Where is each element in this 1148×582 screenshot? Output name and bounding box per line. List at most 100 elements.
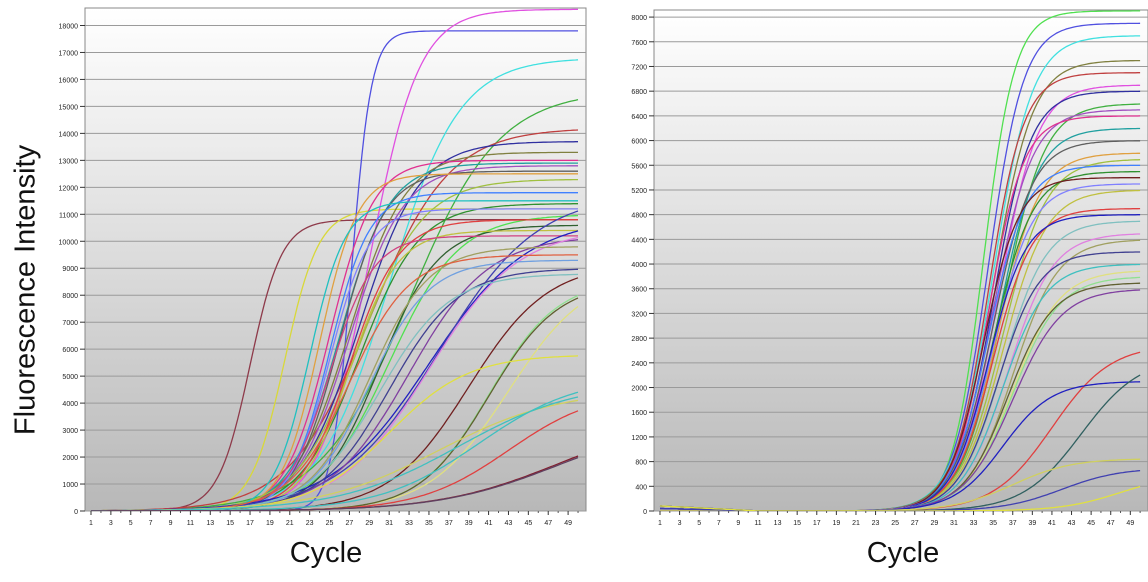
x-tick-label: 19 [266, 520, 274, 527]
x-tick-label: 31 [385, 520, 393, 527]
x-tick-label: 41 [1048, 520, 1056, 527]
y-tick-label: 18000 [59, 23, 79, 30]
x-tick-label: 3 [678, 520, 682, 527]
x-tick-label: 13 [206, 520, 214, 527]
x-tick-label: 37 [1009, 520, 1017, 527]
x-tick-label: 33 [970, 520, 978, 527]
y-tick-label: 2000 [631, 386, 647, 393]
x-tick-label: 23 [306, 520, 314, 527]
x-tick-label: 37 [445, 520, 453, 527]
x-tick-label: 19 [832, 520, 840, 527]
y-tick-label: 0 [74, 509, 78, 516]
x-tick-label: 25 [891, 520, 899, 527]
x-tick-label: 1 [89, 520, 93, 527]
x-tick-label: 47 [1107, 520, 1115, 527]
y-tick-label: 6400 [631, 114, 647, 121]
y-tick-label: 1600 [631, 410, 647, 417]
x-tick-label: 47 [544, 520, 552, 527]
y-tick-label: 1200 [631, 435, 647, 442]
x-tick-label: 29 [365, 520, 373, 527]
x-tick-label: 25 [326, 520, 334, 527]
x-tick-label: 5 [697, 520, 701, 527]
x-tick-label: 15 [793, 520, 801, 527]
y-tick-label: 3200 [631, 311, 647, 318]
y-tick-label: 4400 [631, 237, 647, 244]
x-tick-label: 45 [1087, 520, 1095, 527]
x-tick-label: 7 [717, 520, 721, 527]
y-tick-label: 16000 [59, 77, 79, 84]
y-tick-label: 12000 [59, 185, 79, 192]
y-tick-label: 400 [635, 484, 647, 491]
y-tick-label: 4000 [631, 262, 647, 269]
x-tick-label: 27 [346, 520, 354, 527]
y-tick-label: 13000 [59, 158, 79, 165]
x-tick-label: 15 [226, 520, 234, 527]
y-tick-label: 6000 [631, 139, 647, 146]
x-tick-label: 29 [930, 520, 938, 527]
series-line [659, 485, 1141, 511]
plot-area-1 [653, 9, 1148, 512]
x-tick-label: 49 [564, 520, 572, 527]
x-tick-label: 39 [465, 520, 473, 527]
y-tick-label: 17000 [59, 50, 79, 57]
y-tick-label: 3600 [631, 287, 647, 294]
series-line [91, 396, 579, 511]
x-tick-label: 11 [754, 520, 761, 527]
y-tick-label: 14000 [59, 131, 79, 138]
series-line [91, 456, 579, 511]
y-tick-label: 11000 [59, 212, 78, 219]
x-tick-label: 45 [524, 520, 532, 527]
x-tick-label: 39 [1028, 520, 1036, 527]
y-tick-label: 2000 [62, 455, 78, 462]
y-tick-label: 5600 [631, 163, 647, 170]
y-tick-label: 10000 [59, 239, 79, 246]
y-axis-label-container: Fluorescence Intensity [6, 70, 46, 510]
x-axis-label-left: Cycle [289, 537, 363, 569]
x-tick-label: 5 [129, 520, 133, 527]
y-tick-label: 8000 [62, 293, 78, 300]
x-tick-label: 21 [852, 520, 860, 527]
x-tick-label: 13 [774, 520, 782, 527]
y-tick-label: 4800 [631, 213, 647, 220]
y-tick-label: 2800 [631, 336, 647, 343]
series-line [91, 30, 578, 511]
y-tick-label: 4000 [62, 401, 78, 408]
y-tick-label: 2400 [631, 361, 647, 368]
x-tick-label: 17 [246, 520, 254, 527]
x-tick-label: 35 [425, 520, 433, 527]
y-tick-label: 0 [643, 509, 647, 516]
x-tick-label: 35 [989, 520, 997, 527]
y-tick-label: 15000 [59, 104, 79, 111]
x-tick-label: 9 [736, 520, 740, 527]
y-tick-label: 9000 [62, 266, 78, 273]
x-tick-label: 1 [658, 520, 662, 527]
x-tick-label: 9 [169, 520, 173, 527]
y-tick-label: 5000 [62, 374, 78, 381]
x-tick-label: 41 [485, 520, 493, 527]
x-tick-label: 11 [187, 520, 194, 527]
y-axis-label: Fluorescence Intensity [9, 144, 42, 436]
x-tick-label: 23 [872, 520, 880, 527]
x-tick-label: 7 [149, 520, 153, 527]
y-tick-label: 1000 [62, 482, 78, 489]
y-tick-label: 7600 [631, 40, 647, 47]
y-tick-label: 5200 [631, 188, 647, 195]
x-tick-label: 49 [1126, 520, 1134, 527]
x-tick-label: 21 [286, 520, 294, 527]
x-axis-label-right: Cycle [866, 537, 940, 569]
y-tick-label: 7000 [62, 320, 78, 327]
y-tick-label: 7200 [631, 64, 647, 71]
y-tick-label: 6800 [631, 89, 647, 96]
x-tick-label: 27 [911, 520, 919, 527]
y-tick-label: 6000 [62, 347, 78, 354]
y-tick-label: 8000 [631, 15, 647, 22]
x-tick-label: 43 [1068, 520, 1076, 527]
y-tick-label: 3000 [62, 428, 78, 435]
y-tick-label: 800 [635, 460, 647, 467]
x-tick-label: 33 [405, 520, 413, 527]
x-tick-label: 31 [950, 520, 958, 527]
x-tick-label: 43 [505, 520, 513, 527]
x-tick-label: 17 [813, 520, 821, 527]
